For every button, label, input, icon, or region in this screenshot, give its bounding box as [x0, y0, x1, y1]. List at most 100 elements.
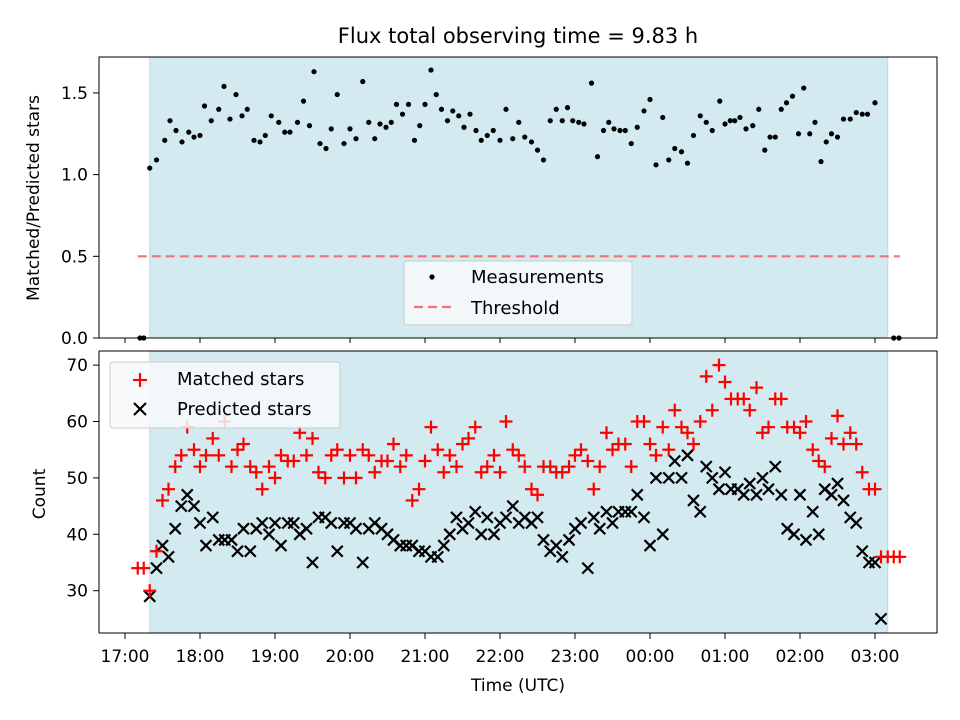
x-tick-label: 00:00	[626, 647, 675, 667]
measurement-point	[162, 137, 168, 143]
matched-star-point	[643, 437, 657, 451]
matched-star-point	[343, 448, 357, 462]
matched-star-point	[231, 443, 244, 457]
matched-star-point	[562, 460, 576, 474]
matched-star-point	[424, 420, 438, 434]
predicted-star-point	[555, 550, 569, 564]
predicted-star-point	[468, 505, 482, 519]
measurement-point	[191, 134, 197, 140]
matched-star-point	[174, 448, 188, 462]
matched-star-point	[637, 415, 651, 428]
matched-star-point	[349, 471, 363, 485]
measurement-point	[503, 106, 509, 112]
predicted-star-point	[718, 465, 732, 479]
measurement-point	[484, 132, 490, 139]
matched-star-point	[668, 403, 682, 417]
x-tick-label: 17:00	[101, 647, 150, 667]
x-tick-label: 19:00	[251, 647, 300, 667]
matched-star-point	[806, 443, 820, 457]
measurement-point	[647, 96, 653, 103]
matched-star-point	[368, 465, 382, 479]
matched-star-point	[300, 448, 313, 462]
measurement-point	[559, 118, 565, 124]
predicted-star-point	[206, 511, 220, 524]
matched-star-point	[518, 460, 532, 474]
measurement-point	[772, 134, 778, 140]
matched-star-point	[456, 437, 469, 451]
top-legend-box	[403, 260, 633, 326]
matched-star-point	[330, 443, 344, 457]
measurement-point	[276, 119, 282, 125]
predicted-star-point	[812, 528, 826, 541]
matched-star-point	[480, 460, 494, 474]
measurement-point	[778, 106, 784, 112]
predicted-star-point	[255, 516, 269, 530]
measurement-point	[461, 124, 467, 130]
measurement-point	[828, 131, 835, 137]
predicted-star-point	[793, 488, 807, 502]
x-tick-label: 02:00	[776, 647, 825, 667]
measurement-point	[666, 157, 672, 163]
bottom-y-tick-label: 50	[66, 469, 88, 489]
matched-star-point	[168, 460, 182, 474]
measurement-point	[399, 111, 406, 117]
measurement-point	[727, 118, 733, 124]
matched-star-point	[568, 448, 582, 462]
matched-star-point	[799, 415, 813, 428]
top-y-tick-label: 0.0	[61, 329, 88, 349]
matched-star-point	[825, 431, 838, 445]
measurement-point	[553, 106, 559, 112]
measurement-point	[153, 157, 160, 163]
predicted-star-point	[274, 539, 288, 552]
x-label: Time (UTC)	[470, 676, 565, 696]
matched-star-point	[187, 443, 201, 457]
predicted-star-point	[537, 533, 550, 547]
measurement-point	[660, 114, 666, 121]
measurement-point	[353, 136, 359, 142]
measurement-point	[244, 106, 250, 112]
matched-star-point	[362, 448, 376, 462]
measurement-point	[737, 114, 743, 121]
measurement-point	[433, 91, 439, 98]
bottom-y-tick-label: 30	[66, 582, 88, 602]
measurement-point	[251, 137, 257, 143]
measurement-point	[672, 145, 678, 152]
predicted-star-point	[662, 471, 676, 485]
measurement-point	[653, 162, 659, 168]
matched-star-point	[837, 437, 850, 451]
predicted-star-point	[168, 522, 182, 535]
x-tick-label: 22:00	[476, 647, 525, 667]
predicted-star-point	[562, 533, 576, 547]
predicted-star-point	[825, 488, 838, 502]
measurement-point	[717, 98, 723, 104]
bottom-y-tick-label: 40	[66, 525, 88, 545]
matched-star-point	[156, 493, 169, 507]
measurement-point	[372, 136, 378, 142]
measurement-point	[812, 119, 818, 125]
matched-star-point	[162, 482, 175, 496]
matched-star-point	[381, 454, 394, 468]
matched-star-point	[587, 482, 601, 496]
predicted-star-point	[193, 516, 207, 530]
measurement-point	[428, 67, 434, 73]
measurement-point	[257, 139, 263, 145]
top-y-tick-label: 0.5	[61, 247, 88, 267]
matched-star-point	[756, 426, 769, 440]
predicted-star-point	[231, 544, 244, 558]
predicted-star-point	[150, 561, 163, 575]
matched-star-point	[687, 437, 700, 451]
predicted-star-point	[450, 511, 463, 524]
predicted-star-point	[356, 556, 370, 569]
measurement-point	[510, 136, 516, 142]
predicted-star-point	[156, 539, 169, 552]
measurement-point	[750, 123, 756, 129]
predicted-star-point	[300, 522, 313, 535]
measurement-point	[789, 93, 796, 99]
matched-star-point	[581, 454, 595, 468]
matched-star-point	[531, 488, 544, 502]
predicted-star-point	[587, 511, 601, 524]
predicted-star-point	[606, 516, 619, 530]
legend-matched-marker	[133, 373, 147, 387]
predicted-star-point	[624, 505, 638, 519]
measurement-point	[179, 139, 185, 145]
